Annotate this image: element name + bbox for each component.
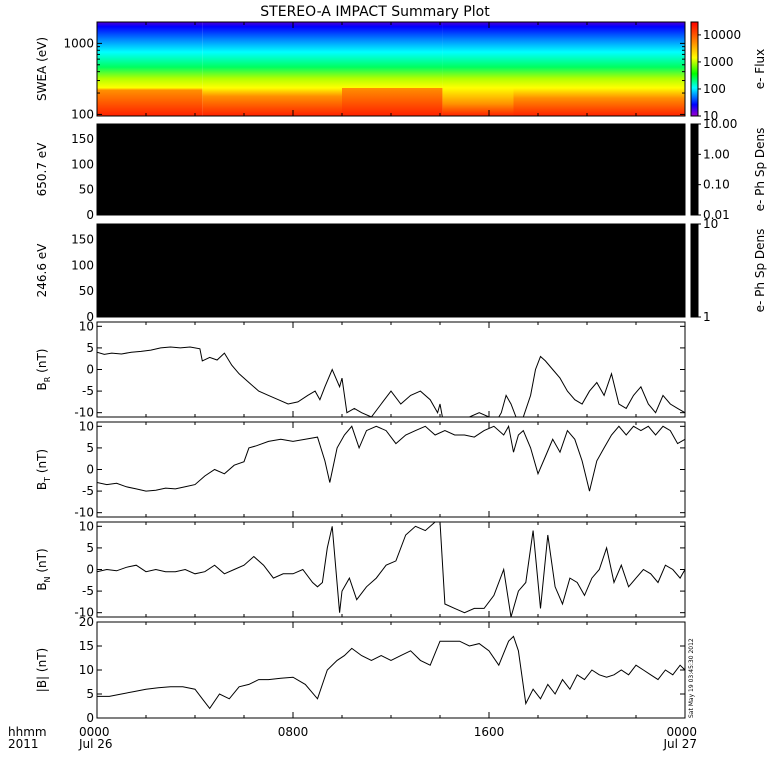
y-axis-title: BR (nT) (35, 349, 52, 391)
y-axis-title: BT (nT) (35, 449, 52, 490)
spectrogram-block (513, 22, 685, 116)
panel-pad246: 0 50 100 150 246.6 eV 1 10 e- Ph Sp Dens (35, 217, 767, 324)
empty-panel-fill (97, 224, 685, 317)
time-tick-label: 0800 (278, 725, 309, 739)
y-tick-label: 0 (86, 310, 94, 324)
colorbar-tick-label: 10.00 (703, 117, 737, 131)
date-tick-label: Jul 26 (78, 737, 113, 751)
y-axis-title: SWEA (eV) (35, 37, 49, 101)
colorbar-tick-label: 0.10 (703, 178, 730, 192)
y-tick-label: 150 (71, 132, 94, 146)
colorbar-pad650: 0.01 0.10 1.00 10.00 e- Ph Sp Dens (690, 117, 767, 222)
y-tick-label: 100 (71, 258, 94, 272)
panel-bn: -10 -5 0 5 10 BN (nT) (35, 519, 686, 620)
y-tick-label: 20 (79, 615, 94, 629)
panel-frame (96, 621, 686, 719)
colorbar-tick-label: 0.01 (703, 208, 730, 222)
trace-bmag (97, 635, 685, 710)
colorbar-tick-label: 1 (703, 310, 711, 324)
trace-bn (97, 522, 685, 617)
time-axis-row-label: hhmm (8, 725, 47, 739)
time-axis-year-label: 2011 (8, 737, 39, 751)
colorbar-pad246: 1 10 e- Ph Sp Dens (690, 217, 767, 324)
spectrogram-block (342, 22, 443, 116)
y-tick-label: 150 (71, 233, 94, 247)
y-tick-label: 50 (79, 183, 94, 197)
y-tick-label: 15 (79, 639, 94, 653)
y-tick-label: 10 (79, 663, 94, 677)
panel-pad650: 0 50 100 150 650.7 eV 0.01 0.10 1.00 10.00 e- Ph … (35, 117, 767, 222)
y-axis-title: 246.6 eV (35, 243, 49, 298)
y-tick-label: 0 (86, 463, 94, 477)
colorbar-tick-label: 100 (703, 82, 726, 96)
y-tick-label: 10 (79, 319, 94, 333)
plot-title: STEREO-A IMPACT Summary Plot (260, 4, 490, 20)
y-tick-label: 0 (86, 711, 94, 725)
y-axis-title: BN (nT) (35, 548, 52, 590)
y-tick-label: 100 (71, 157, 94, 171)
colorbar-fill (690, 223, 699, 318)
spectrogram-block (442, 22, 514, 116)
trace-br (97, 346, 685, 417)
spectrogram-block (97, 22, 203, 116)
trace-bt (97, 424, 685, 492)
colorbar-fill (690, 123, 699, 216)
y-tick-label: -5 (82, 384, 94, 398)
date-tick-label: Jul 27 (662, 737, 697, 751)
y-tick-label: 5 (86, 341, 94, 355)
colorbar-tick-label: 10000 (703, 28, 741, 42)
colorbar-swea: 10 100 1000 10000 e- Flux (690, 21, 767, 123)
y-tick-label: 5 (86, 441, 94, 455)
y-tick-label: 100 (71, 107, 94, 121)
y-tick-label: 10 (79, 419, 94, 433)
colorbar-title: e- Ph Sp Dens (753, 229, 767, 313)
empty-panel-fill (97, 124, 685, 215)
y-tick-label: -10 (74, 606, 94, 620)
y-tick-label: 0 (86, 563, 94, 577)
y-tick-label: -10 (74, 406, 94, 420)
y-tick-label: -5 (82, 484, 94, 498)
y-tick-label: 50 (79, 284, 94, 298)
time-tick-label: 0000 (79, 725, 110, 739)
colorbar-tick-label: 10 (703, 217, 718, 231)
y-tick-label: 5 (86, 687, 94, 701)
colorbar-title: e- Flux (753, 49, 767, 89)
panel-bt: -10 -5 0 5 10 BT (nT) (35, 419, 686, 520)
time-tick-label: 1600 (474, 725, 505, 739)
y-tick-label: 0 (86, 363, 94, 377)
colorbar-fill (690, 21, 699, 117)
panel-bmag: 0 5 10 15 20 |B| (nT) (35, 615, 686, 725)
y-tick-label: -10 (74, 506, 94, 520)
panel-frame (96, 421, 686, 518)
y-tick-label: 1000 (63, 36, 94, 50)
y-axis-title: 650.7 eV (35, 142, 49, 197)
y-axis-title: |B| (nT) (35, 648, 49, 692)
y-tick-label: 5 (86, 541, 94, 555)
time-tick-label: 0000 (666, 725, 697, 739)
colorbar-title: e- Ph Sp Dens (753, 128, 767, 212)
generation-stamp: Sat May 19 03:45:30 2012 (688, 638, 695, 718)
y-tick-label: 10 (79, 519, 94, 533)
colorbar-tick-label: 1.00 (703, 147, 730, 161)
panel-br: -10 -5 0 5 10 BR (nT) (35, 319, 686, 420)
panel-swea: 100 1000 SWEA (eV) 10 100 1000 10000 e- Flux (35, 21, 767, 123)
spectrogram-block (202, 22, 342, 116)
panel-frame (96, 321, 686, 418)
y-tick-label: 0 (86, 208, 94, 222)
colorbar-tick-label: 10 (703, 109, 718, 123)
colorbar-tick-label: 1000 (703, 55, 734, 69)
y-tick-label: -5 (82, 584, 94, 598)
